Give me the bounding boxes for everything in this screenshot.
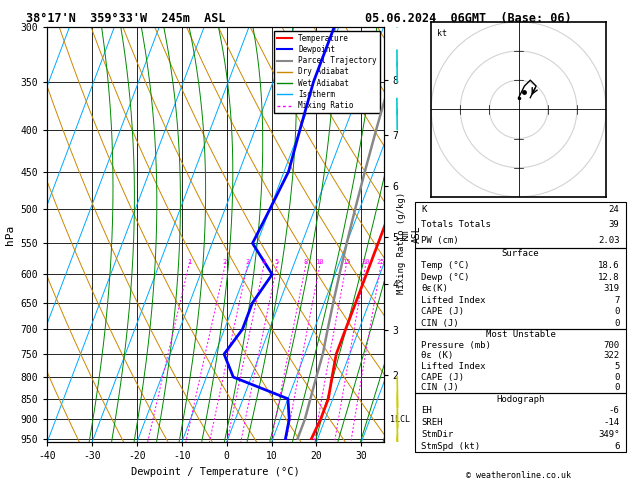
Text: θε (K): θε (K) (421, 351, 454, 361)
Bar (415, 393, 626, 452)
Text: Dewp (°C): Dewp (°C) (421, 273, 470, 281)
Text: -6: -6 (609, 406, 620, 416)
Text: 3: 3 (245, 260, 250, 265)
Text: Pressure (mb): Pressure (mb) (421, 341, 491, 350)
Text: Surface: Surface (502, 249, 539, 258)
Text: CIN (J): CIN (J) (421, 383, 459, 392)
Text: Temp (°C): Temp (°C) (421, 261, 470, 270)
Text: Most Unstable: Most Unstable (486, 330, 555, 339)
Text: 2.03: 2.03 (598, 236, 620, 245)
Text: 5: 5 (275, 260, 279, 265)
Text: 0: 0 (614, 319, 620, 328)
Text: 4: 4 (262, 260, 266, 265)
Text: Hodograph: Hodograph (496, 395, 545, 403)
Text: 700: 700 (603, 341, 620, 350)
Text: -14: -14 (603, 418, 620, 427)
Text: CIN (J): CIN (J) (421, 319, 459, 328)
Text: Mixing Ratio (g/kg): Mixing Ratio (g/kg) (397, 192, 406, 294)
Text: 38°17'N  359°33'W  245m  ASL: 38°17'N 359°33'W 245m ASL (26, 12, 226, 25)
Text: 20: 20 (361, 260, 370, 265)
Y-axis label: hPa: hPa (5, 225, 15, 244)
Y-axis label: km
ASL: km ASL (400, 226, 421, 243)
Text: 322: 322 (603, 351, 620, 361)
Text: 319: 319 (603, 284, 620, 293)
Text: 0: 0 (614, 373, 620, 382)
Text: 6: 6 (614, 442, 620, 451)
Text: 8: 8 (304, 260, 308, 265)
Text: 18.6: 18.6 (598, 261, 620, 270)
Legend: Temperature, Dewpoint, Parcel Trajectory, Dry Adiabat, Wet Adiabat, Isotherm, Mi: Temperature, Dewpoint, Parcel Trajectory… (274, 31, 380, 113)
Text: Lifted Index: Lifted Index (421, 296, 486, 305)
Text: 05.06.2024  06GMT  (Base: 06): 05.06.2024 06GMT (Base: 06) (365, 12, 572, 25)
Bar (415, 330, 626, 393)
Text: CAPE (J): CAPE (J) (421, 373, 464, 382)
X-axis label: Dewpoint / Temperature (°C): Dewpoint / Temperature (°C) (131, 467, 300, 477)
Text: 0: 0 (614, 383, 620, 392)
Text: 10: 10 (316, 260, 324, 265)
Text: © weatheronline.co.uk: © weatheronline.co.uk (467, 471, 571, 480)
Text: 25: 25 (377, 260, 385, 265)
Text: Totals Totals: Totals Totals (421, 220, 491, 229)
Text: 0: 0 (614, 308, 620, 316)
Text: 7: 7 (614, 296, 620, 305)
Text: 39: 39 (609, 220, 620, 229)
Text: 12.8: 12.8 (598, 273, 620, 281)
Text: Lifted Index: Lifted Index (421, 362, 486, 371)
Text: StmSpd (kt): StmSpd (kt) (421, 442, 481, 451)
Text: EH: EH (421, 406, 432, 416)
Bar (415, 248, 626, 330)
Text: kt: kt (437, 30, 447, 38)
Text: PW (cm): PW (cm) (421, 236, 459, 245)
Text: 15: 15 (342, 260, 350, 265)
Bar (415, 202, 626, 248)
Text: K: K (421, 205, 427, 214)
Text: 349°: 349° (598, 430, 620, 439)
Text: θε(K): θε(K) (421, 284, 448, 293)
Text: StmDir: StmDir (421, 430, 454, 439)
Text: SREH: SREH (421, 418, 443, 427)
Text: CAPE (J): CAPE (J) (421, 308, 464, 316)
Text: 5: 5 (614, 362, 620, 371)
Text: 2: 2 (223, 260, 227, 265)
Text: 1LCL: 1LCL (391, 415, 410, 424)
Text: 24: 24 (609, 205, 620, 214)
Text: 1: 1 (187, 260, 191, 265)
